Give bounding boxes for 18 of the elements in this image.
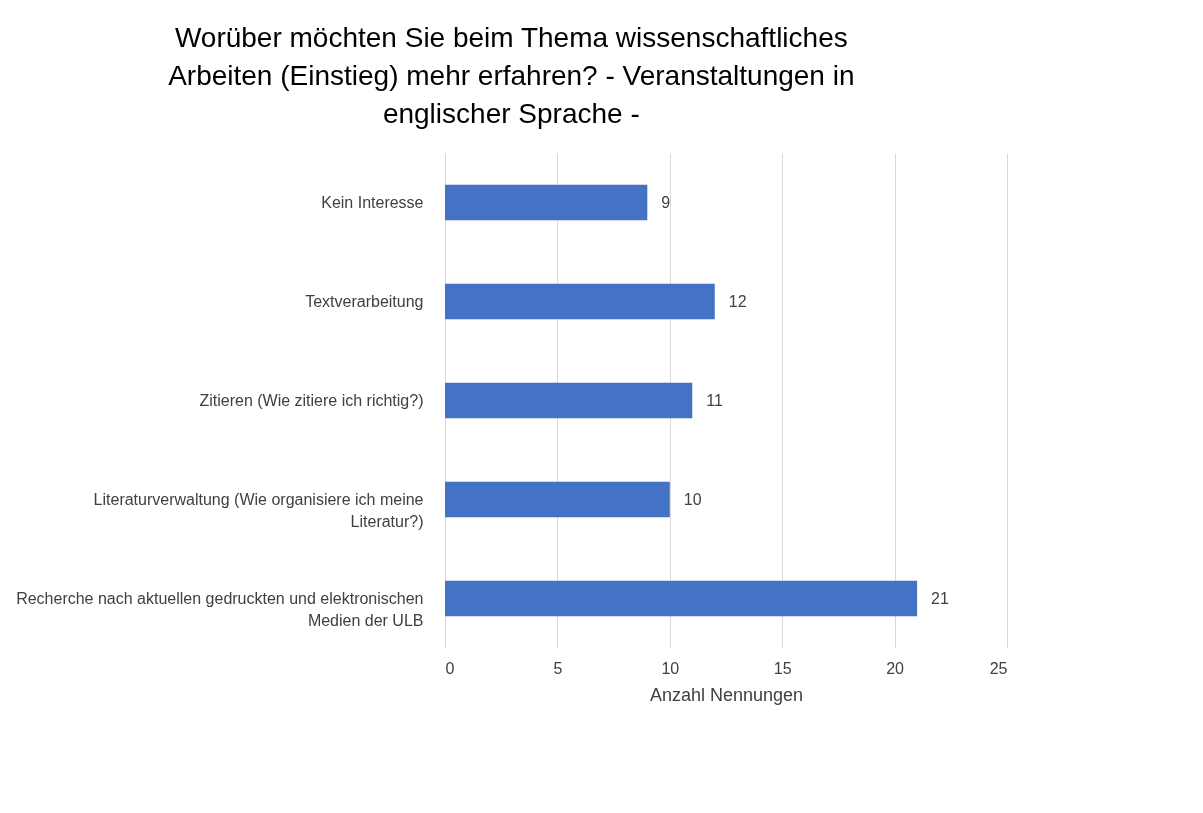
- chart-title: Worüber möchten Sie beim Thema wissenschaftliches Arbeiten (Einstieg) mehr erfahren? - Veranstaltungen in englischer Sprache -: [168, 22, 855, 129]
- x-axis-title: Anzahl Nennungen: [649, 684, 804, 705]
- y-tick-label: Literaturverwaltung (Wie organisiere ich meine Literatur?): [93, 490, 424, 530]
- data-label: 12: [728, 292, 747, 310]
- data-label: 21: [931, 589, 949, 607]
- x-tick-label: 15: [773, 659, 792, 677]
- x-tick-label: 25: [989, 659, 1008, 677]
- y-tick-label: Zitieren (Wie zitiere ich richtig?): [199, 391, 424, 409]
- x-tick-label: 5: [553, 659, 563, 677]
- x-tick-label: 0: [445, 659, 455, 677]
- x-tick-label: 20: [886, 659, 905, 677]
- data-label: 9: [661, 193, 671, 211]
- y-tick-label: Recherche nach aktuellen gedruckten und elektronischen Medien der ULB: [16, 589, 424, 629]
- y-tick-label: Textverarbeitung: [305, 292, 424, 310]
- data-label: 10: [683, 490, 702, 508]
- y-tick-label: Kein Interesse: [321, 193, 424, 211]
- x-tick-label: 10: [661, 659, 680, 677]
- data-label: 11: [706, 391, 723, 409]
